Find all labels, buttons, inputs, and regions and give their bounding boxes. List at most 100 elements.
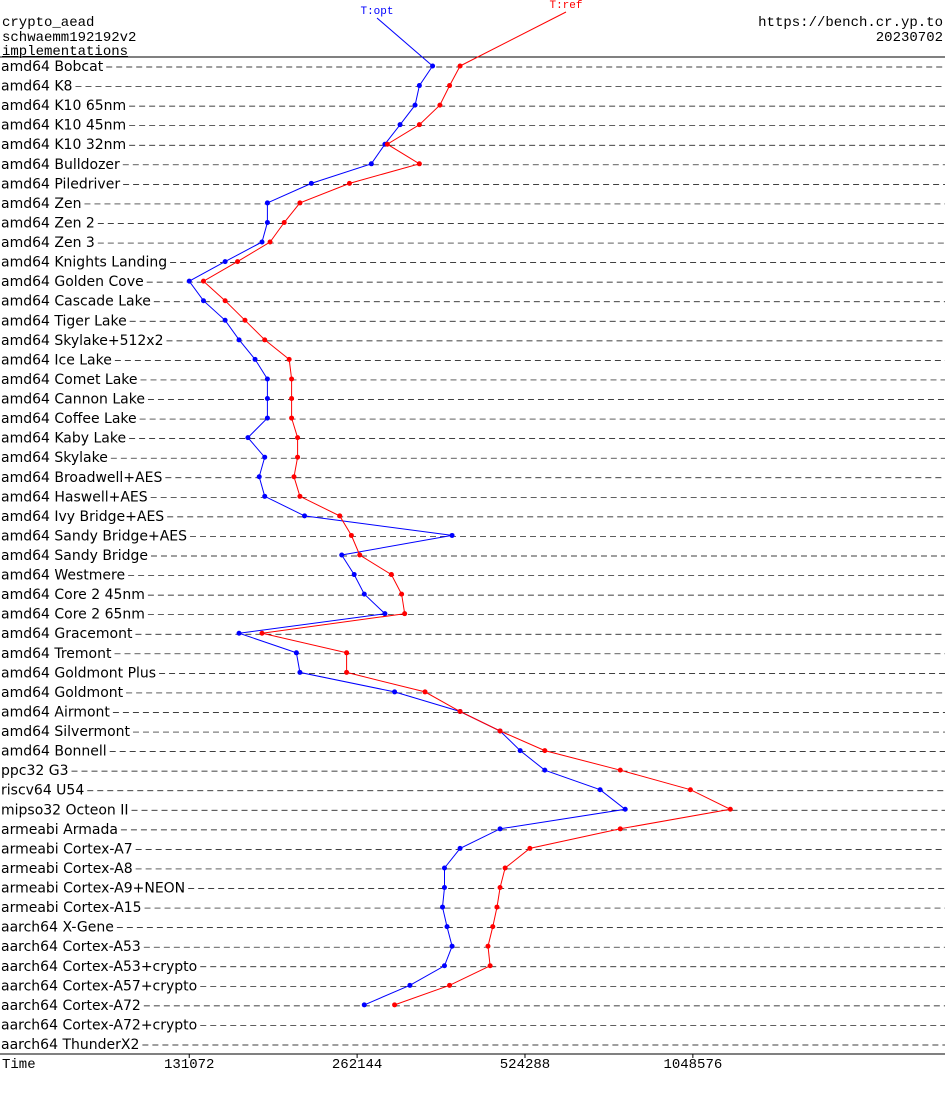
row-label: amd64 Skylake+512x2 <box>1 333 163 349</box>
data-point <box>264 200 270 206</box>
data-point <box>388 572 394 578</box>
data-point <box>392 689 398 695</box>
data-point <box>597 787 603 793</box>
row-label: aarch64 Cortex-A72+crypto <box>1 1017 197 1033</box>
row-label: amd64 Ice Lake <box>1 352 112 368</box>
data-point <box>337 513 343 519</box>
data-point <box>384 141 390 147</box>
data-point <box>382 611 388 617</box>
data-point <box>259 630 265 636</box>
row-label: amd64 Haswell+AES <box>1 489 148 505</box>
row-label: amd64 K10 45nm <box>1 118 126 134</box>
row-label: amd64 Zen <box>1 196 81 212</box>
row-label: amd64 Coffee Lake <box>1 411 137 427</box>
data-point <box>200 298 206 304</box>
data-point <box>297 493 303 499</box>
data-point <box>412 102 418 108</box>
data-point <box>222 259 228 265</box>
data-point <box>727 806 733 812</box>
data-point <box>687 787 693 793</box>
data-point <box>344 669 350 675</box>
data-point <box>351 572 357 578</box>
data-point <box>289 396 295 402</box>
data-point <box>302 513 308 519</box>
data-point <box>368 161 374 167</box>
row-label: amd64 Bonnell <box>1 744 107 760</box>
x-tick-label: 1048576 <box>663 1057 722 1073</box>
row-label: amd64 Skylake <box>1 450 108 466</box>
data-point <box>447 982 453 988</box>
data-point <box>259 239 265 245</box>
implementations-link[interactable]: implementations <box>2 44 128 60</box>
data-point <box>245 435 251 441</box>
data-point <box>222 317 228 323</box>
row-label: amd64 Golden Cove <box>1 274 144 290</box>
data-point <box>361 591 367 597</box>
x-tick-label: 262144 <box>332 1057 382 1073</box>
data-point <box>542 748 548 754</box>
row-label: amd64 Piledriver <box>1 176 120 192</box>
row-label: amd64 Bobcat <box>1 59 104 75</box>
date: 20230702 <box>876 30 943 46</box>
row-label: amd64 Goldmont <box>1 685 124 701</box>
row-label: amd64 Tremont <box>1 646 112 662</box>
row-label: amd64 Goldmont Plus <box>1 665 156 681</box>
row-label: mipso32 Octeon II <box>1 802 129 818</box>
row-label: amd64 Cannon Lake <box>1 392 145 408</box>
source: https://bench.cr.yp.to <box>758 15 943 31</box>
row-label: amd64 Zen 2 <box>1 215 95 231</box>
row-label: amd64 Broadwell+AES <box>1 470 162 486</box>
row-label: aarch64 Cortex-A53+crypto <box>1 959 197 975</box>
row-label: riscv64 U54 <box>1 783 84 799</box>
row-label: amd64 K8 <box>1 79 72 95</box>
data-point <box>235 259 241 265</box>
data-point <box>449 532 455 538</box>
row-label: ppc32 G3 <box>1 763 69 779</box>
row-label: aarch64 Cortex-A72 <box>1 998 141 1014</box>
row-label: armeabi Armada <box>1 822 118 838</box>
row-label: armeabi Cortex-A8 <box>1 861 133 877</box>
chart-subtitle: schwaemm192192v2 <box>2 30 136 46</box>
data-point <box>264 415 270 421</box>
row-label: aarch64 Cortex-A57+crypto <box>1 978 197 994</box>
data-point <box>416 122 422 128</box>
data-point <box>416 83 422 89</box>
data-point <box>264 219 270 225</box>
data-point <box>281 219 287 225</box>
row-label: aarch64 Cortex-A53 <box>1 939 141 955</box>
data-point <box>267 239 273 245</box>
data-point <box>441 865 447 871</box>
data-point <box>497 826 503 832</box>
data-point <box>186 278 192 284</box>
row-label: amd64 Core 2 65nm <box>1 607 145 623</box>
row-label: amd64 Tiger Lake <box>1 313 127 329</box>
data-point <box>444 924 450 930</box>
row-label: amd64 K10 32nm <box>1 137 126 153</box>
data-point <box>344 650 350 656</box>
data-point <box>222 298 228 304</box>
data-point <box>457 708 463 714</box>
data-point <box>437 102 443 108</box>
data-point <box>402 611 408 617</box>
row-label: amd64 Kaby Lake <box>1 431 126 447</box>
data-point <box>502 865 508 871</box>
data-point <box>236 337 242 343</box>
row-label: amd64 Gracemont <box>1 626 133 642</box>
data-point <box>497 728 503 734</box>
row-label: amd64 Comet Lake <box>1 372 138 388</box>
data-point <box>397 122 403 128</box>
data-point <box>617 767 623 773</box>
data-point <box>485 943 491 949</box>
data-point <box>441 963 447 969</box>
data-point <box>289 376 295 382</box>
data-point <box>297 200 303 206</box>
data-point <box>256 474 262 480</box>
data-point <box>346 180 352 186</box>
legend-leader <box>459 11 567 67</box>
x-tick-label: 131072 <box>164 1057 214 1073</box>
data-point <box>297 669 303 675</box>
data-point <box>490 924 496 930</box>
data-point <box>542 767 548 773</box>
legend-leader <box>376 17 433 67</box>
data-point <box>308 180 314 186</box>
